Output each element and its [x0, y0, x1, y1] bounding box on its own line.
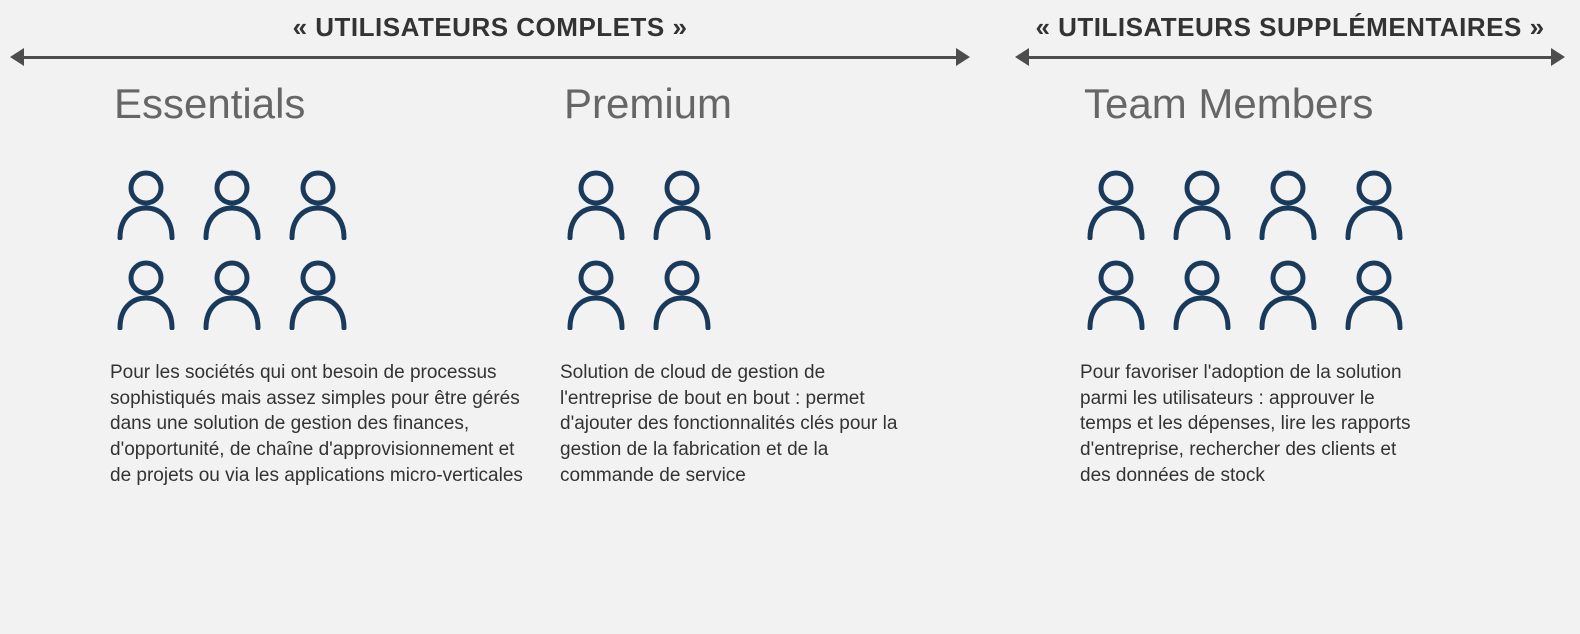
person-icon: [564, 258, 628, 330]
person-icon: [1170, 168, 1234, 240]
column-title: Essentials: [114, 80, 550, 128]
column-description: Pour les sociétés qui ont besoin de proc…: [110, 360, 530, 488]
person-icon: [650, 168, 714, 240]
person-icon: [650, 258, 714, 330]
people-row: [1084, 258, 1520, 330]
column-description: Pour favoriser l'adoption de la solution…: [1080, 360, 1420, 488]
people-row: [1084, 168, 1520, 240]
person-icon: [1170, 258, 1234, 330]
person-icon: [200, 258, 264, 330]
person-icon: [1342, 168, 1406, 240]
people-row: [114, 168, 550, 240]
people-row: [564, 168, 970, 240]
person-icon: [286, 258, 350, 330]
person-icon: [1084, 168, 1148, 240]
person-icon: [564, 168, 628, 240]
person-icon: [1084, 258, 1148, 330]
column-essentials: Essentials Pour les sociétés qui ont bes…: [110, 80, 550, 488]
section-header-full-users: « UTILISATEURS COMPLETS »: [0, 12, 980, 43]
column-title: Team Members: [1084, 80, 1520, 128]
arrow-head-right-icon: [956, 48, 970, 66]
section-arrow-extra-users: [1015, 48, 1565, 68]
person-icon: [1256, 168, 1320, 240]
column-title: Premium: [564, 80, 970, 128]
arrow-head-right-icon: [1551, 48, 1565, 66]
person-icon: [1256, 258, 1320, 330]
column-premium: Premium Solution de cloud de gestion de …: [560, 80, 970, 488]
people-row: [114, 258, 550, 330]
column-description: Solution de cloud de gestion de l'entrep…: [560, 360, 920, 488]
people-group: [1084, 168, 1520, 330]
person-icon: [200, 168, 264, 240]
people-group: [564, 168, 970, 330]
person-icon: [1342, 258, 1406, 330]
arrow-line: [18, 56, 962, 59]
person-icon: [286, 168, 350, 240]
infographic-canvas: « UTILISATEURS COMPLETS » « UTILISATEURS…: [0, 0, 1580, 634]
people-group: [114, 168, 550, 330]
people-row: [564, 258, 970, 330]
person-icon: [114, 168, 178, 240]
section-arrow-full-users: [10, 48, 970, 68]
person-icon: [114, 258, 178, 330]
section-header-extra-users: « UTILISATEURS SUPPLÉMENTAIRES »: [1010, 12, 1570, 43]
arrow-line: [1023, 56, 1557, 59]
column-team-members: Team Members Pour favoriser l'adoption d…: [1080, 80, 1520, 488]
